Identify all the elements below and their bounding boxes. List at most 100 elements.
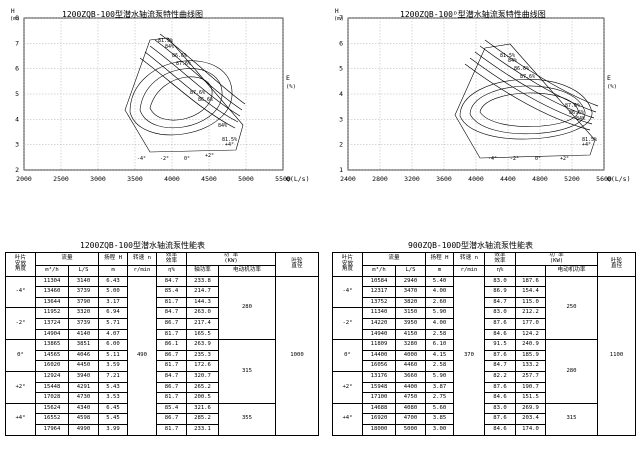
flow-m3h-cell: 13176 — [362, 370, 396, 383]
flow-ls-cell: 3790 — [68, 296, 99, 309]
blade-angle-label: +2° — [205, 153, 214, 159]
y-axis-unit: (m) — [334, 16, 344, 22]
flow-m3h-cell: 15624 — [35, 402, 69, 415]
flow-m3h-cell: 16020 — [35, 360, 69, 372]
shaft-power-cell: 233.1 — [186, 423, 219, 436]
efficiency-label: 84% — [508, 58, 517, 64]
e-axis-unit: (%) — [286, 84, 296, 90]
flow-ls-cell: 3470 — [395, 286, 426, 298]
blade-angle-cell: -4° — [332, 275, 363, 309]
header-motor-power: 电动机功率 — [218, 265, 276, 277]
flow-ls-cell: 3660 — [395, 370, 426, 383]
flow-m3h-cell: 18000 — [362, 423, 396, 436]
table-row: 17100 4750 2.75 84.6 151.5 — [333, 392, 636, 404]
shaft-power-cell: 321.6 — [186, 402, 219, 415]
blade-angle-cell: 0° — [332, 339, 363, 372]
qh-curve — [469, 57, 593, 125]
qh-curve — [154, 39, 243, 111]
table2-title: 900ZQB-100D型潜水轴流泵性能表 — [408, 241, 533, 250]
head-cell: 5.00 — [98, 286, 128, 298]
eff-cell: 84.7 — [156, 370, 187, 383]
head-cell: 3.17 — [98, 296, 128, 309]
blade-angle-label: 0° — [184, 156, 190, 162]
table1: 叶片 安放 角度 流量 扬程 H 转速 n 效率 效率功 率 (KW) 叶轮 直径 m³/h… — [5, 252, 319, 436]
y-tick-label: 5 — [15, 90, 19, 98]
eff-cell: 84.7 — [484, 296, 516, 309]
flow-m3h-cell: 16920 — [362, 413, 396, 425]
x-tick-label: 5000 — [238, 175, 254, 183]
flow-ls-cell: 3940 — [68, 370, 99, 383]
table-row: -2° 11340 3150 5.90 83.0 212.2 — [332, 307, 636, 341]
head-cell: 6.94 — [98, 307, 128, 319]
unit-head: m — [425, 265, 454, 277]
shaft-power-cell: 265.2 — [186, 381, 219, 394]
x-tick-label: 3500 — [127, 175, 143, 183]
qh-curve — [149, 45, 241, 117]
table-row: +2° 13176 3660 5.90 82.2 257.7 — [332, 370, 636, 404]
table-row: 17964 4990 3.99 81.7 233.1 — [6, 423, 319, 436]
y-tick-label: 6 — [339, 39, 343, 47]
table-row: 14904 4140 4.07 81.7 165.5 — [6, 328, 319, 341]
flow-m3h-cell: 14904 — [35, 328, 69, 341]
flow-ls-cell: 4730 — [68, 392, 99, 404]
efficiency-label: 86.6% — [514, 66, 529, 72]
unit-flow-ls: L/S — [68, 265, 99, 277]
header-dia: 叶轮 直径 — [275, 252, 319, 277]
y-tick-label: 7 — [339, 14, 343, 22]
x-tick-label: 2000 — [16, 175, 32, 183]
blade-angle-cell: +4° — [332, 402, 363, 436]
eff-cell: 87.6 — [484, 413, 516, 425]
qh-curve — [144, 51, 239, 123]
y-axis-unit: (m) — [10, 16, 20, 22]
shaft-power-cell: 165.5 — [186, 328, 219, 341]
head-cell: 5.71 — [98, 317, 128, 330]
unit-flow-m3h: m³/h — [35, 265, 69, 277]
qh-curve — [484, 39, 599, 107]
flow-ls-cell: 4080 — [395, 402, 426, 415]
flow-ls-cell: 4046 — [68, 349, 99, 362]
flow-ls-cell: 3280 — [395, 339, 426, 351]
flow-ls-cell: 4340 — [68, 402, 99, 415]
head-cell: 4.07 — [98, 328, 128, 341]
flow-m3h-cell: 16552 — [35, 413, 69, 425]
flow-ls-cell: 4700 — [395, 413, 426, 425]
eff-cell: 81.7 — [156, 328, 187, 341]
shaft-power-cell: 269.9 — [515, 402, 546, 415]
eff-cell: 81.7 — [156, 360, 187, 372]
head-cell: 2.75 — [425, 392, 454, 404]
efficiency-label: 81.5% — [158, 38, 173, 44]
blade-angle-cell: -4° — [5, 275, 36, 309]
head-cell: 3.87 — [425, 381, 454, 394]
x-tick-label: 3000 — [90, 175, 106, 183]
impeller-dia-cell: 1000 — [275, 275, 319, 436]
flow-m3h-cell: 11340 — [362, 307, 396, 319]
x-axis-label: Q(L/s) — [607, 175, 630, 183]
flow-ls-cell: 3739 — [68, 286, 99, 298]
y-tick-label: 6 — [15, 65, 19, 73]
y-tick-label: 1 — [339, 166, 343, 174]
table-row: 14565 4046 5.11 86.7 235.3 — [6, 349, 319, 362]
table-row: 15448 4291 5.43 86.7 265.2 — [6, 381, 319, 394]
header-flow: 流量 — [362, 252, 426, 266]
blade-angle-label: -2° — [160, 156, 169, 162]
x-tick-label: 4000 — [164, 175, 180, 183]
shaft-power-cell: 235.3 — [186, 349, 219, 362]
header-shaft-power — [515, 265, 546, 277]
flow-m3h-cell: 14565 — [35, 349, 69, 362]
flow-m3h-cell: 17028 — [35, 392, 69, 404]
unit-speed: r/min — [453, 265, 485, 277]
chart1: 2000 2500 3000 3500 4000 4500 5000 5500 2 3 4 5 6 7 8H… — [10, 8, 309, 183]
x-tick-label: 3200 — [404, 175, 420, 183]
head-cell: 3.53 — [98, 392, 128, 404]
y-tick-label: 8 — [15, 14, 19, 22]
table-row: +2° 12924 3940 7.21 84.7 320.7 — [5, 370, 319, 404]
blade-angle-cell: +4° — [5, 402, 36, 436]
eff-cell: 87.6 — [484, 349, 516, 362]
eff-cell: 85.4 — [156, 286, 187, 298]
shaft-power-cell: 203.4 — [515, 413, 546, 425]
flow-m3h-cell: 14940 — [362, 328, 396, 341]
header-motor-power: 电动机功率 — [545, 265, 598, 277]
e-axis-unit: (%) — [607, 84, 617, 90]
flow-m3h-cell: 14400 — [362, 349, 396, 362]
flow-m3h-cell: 14688 — [362, 402, 396, 415]
